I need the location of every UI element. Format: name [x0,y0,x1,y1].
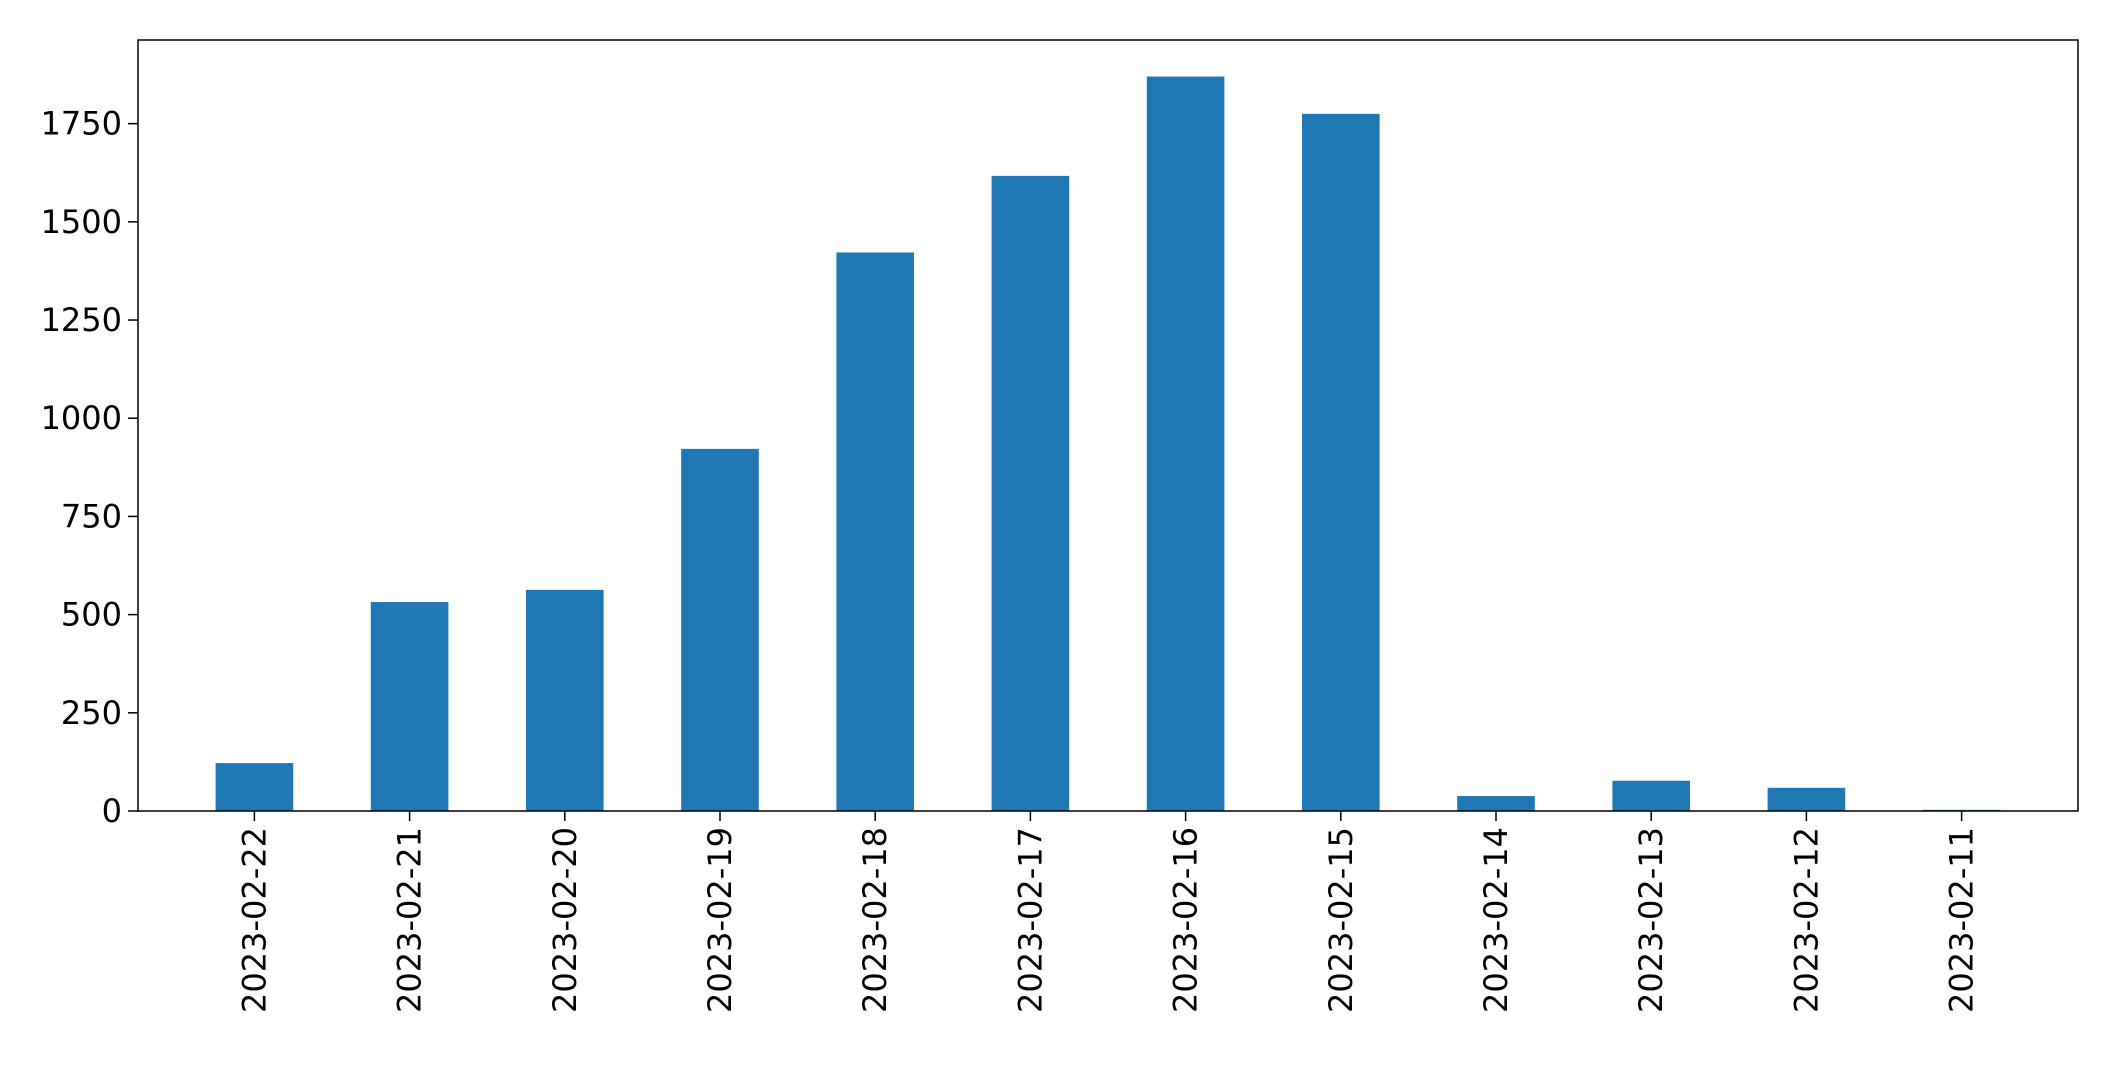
bar-2023-02-17 [991,175,1070,811]
y-axis: 0 250 500 750 1000 1250 1500 1750 [41,105,138,830]
bar-2023-02-20 [526,589,604,811]
bar-2023-02-15 [1302,113,1380,812]
x-tick-label: 2023-02-15 [1322,827,1360,1013]
x-tick-label: 2023-02-12 [1787,827,1825,1013]
bar-2023-02-22 [215,763,294,811]
bar-2023-02-12 [1767,787,1846,811]
x-tick-label: 2023-02-17 [1011,827,1049,1013]
bar-2023-02-19 [681,448,759,811]
x-tick-label: 2023-02-20 [546,827,584,1013]
y-tick-label: 0 [102,792,122,830]
y-tick-label: 1750 [41,105,122,143]
y-tick-label: 1250 [41,301,122,339]
bar-2023-02-13 [1612,780,1690,811]
bars-layer [215,76,2001,812]
bar-2023-02-14 [1457,796,1535,811]
y-tick-label: 750 [61,497,122,535]
x-tick-label: 2023-02-13 [1632,827,1670,1013]
y-tick-label: 250 [61,694,122,732]
x-tick-label: 2023-02-14 [1477,827,1515,1013]
x-tick-label: 2023-02-11 [1943,827,1981,1013]
y-tick-label: 500 [61,596,122,634]
x-tick-label: 2023-02-18 [856,827,894,1013]
y-tick-label: 1000 [41,399,122,437]
bar-2023-02-16 [1146,76,1225,812]
bar-2023-02-18 [836,252,914,811]
y-tick-label: 1500 [41,203,122,241]
plot-frame [137,39,2079,812]
x-tick-label: 2023-02-19 [701,827,739,1013]
x-tick-label: 2023-02-21 [391,827,429,1013]
x-axis: 2023-02-22 2023-02-21 2023-02-20 2023-02-19… [235,811,1981,1013]
x-tick-label: 2023-02-22 [235,827,273,1013]
x-tick-label: 2023-02-16 [1167,827,1205,1013]
bar-2023-02-21 [370,602,449,811]
